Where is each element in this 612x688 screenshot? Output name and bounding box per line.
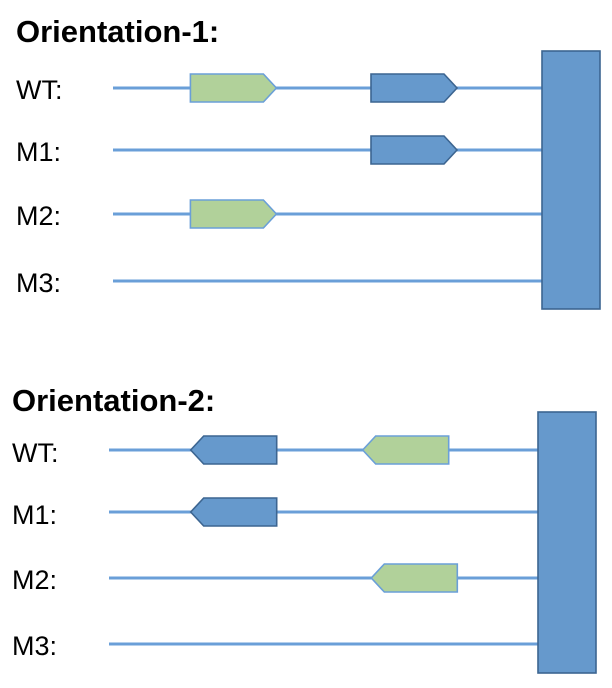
- gene-arrow-green-right: [189, 199, 278, 229]
- row-label-wt: WT:: [16, 75, 63, 105]
- panel-orientation-1: Orientation-1: WT: M1: M2: M3:: [16, 14, 601, 310]
- row-label-m3: M3:: [12, 631, 57, 661]
- gene-arrow-blue-right: [370, 135, 459, 165]
- genes-row-m2: [370, 563, 459, 593]
- row-label-wt: WT:: [12, 438, 59, 468]
- panel-title: Orientation-2:: [12, 383, 215, 418]
- gene-arrow-green-left: [370, 563, 459, 593]
- gene-arrow-blue-left: [189, 497, 278, 527]
- row-label-m1: M1:: [16, 137, 61, 167]
- gene-arrow-blue-left: [189, 435, 278, 465]
- panel-title: Orientation-1:: [16, 14, 219, 49]
- row-label-m3: M3:: [16, 268, 61, 298]
- genes-row-m1: [189, 497, 278, 527]
- gene-arrow-green-right: [189, 73, 278, 103]
- genes-row-m2: [189, 199, 278, 229]
- row-label-m2: M2:: [12, 565, 57, 595]
- row-label-m1: M1:: [12, 500, 57, 530]
- gene-arrow-blue-right: [370, 73, 459, 103]
- genes-row-wt: [189, 435, 450, 465]
- row-label-m2: M2:: [16, 201, 61, 231]
- terminal-block: [537, 411, 597, 674]
- genes-row-wt: [189, 73, 459, 103]
- gene-arrow-green-left: [361, 435, 450, 465]
- terminal-block: [541, 50, 601, 310]
- genes-row-m1: [370, 135, 459, 165]
- panel-orientation-2: Orientation-2: WT: M1: M2: M3:: [12, 383, 597, 674]
